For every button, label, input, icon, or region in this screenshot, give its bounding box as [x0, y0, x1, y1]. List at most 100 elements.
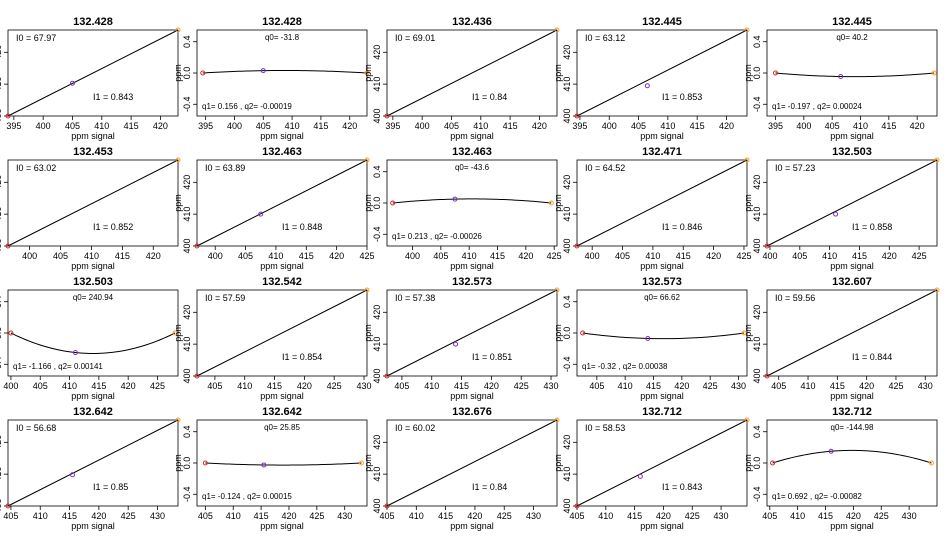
q-coeff-label: q1= 0.213 , q2= -0.00026: [392, 232, 482, 241]
y-axis-label: ppm: [173, 194, 183, 212]
y-tick-label: 420: [372, 45, 382, 60]
first-point: [574, 503, 580, 509]
x-tick-label: 425: [150, 381, 165, 391]
x-tick-label: 430: [731, 381, 746, 391]
x-tick-label: 405: [762, 511, 777, 521]
x-axis-label: ppm signal: [450, 391, 494, 401]
y-tick-label: -0.4: [0, 357, 3, 373]
x-tick-label: 400: [602, 121, 617, 131]
y-tick-label: -0.4: [182, 97, 192, 113]
first-point: [200, 70, 206, 76]
q-coeff-label: q1= -0.124 , q2= 0.00015: [202, 492, 292, 501]
q0-label: q0= -144.98: [831, 423, 874, 432]
x-axis-label: ppm signal: [830, 521, 874, 531]
y-tick-label: 400: [562, 238, 572, 253]
y-tick-label: 0.4: [182, 425, 192, 438]
x-tick-label: 425: [685, 511, 700, 521]
y-axis-label: ppm: [173, 454, 183, 472]
panel: 132.503 400 405 410 415 420 425 400 410 420 ppm si…: [743, 146, 940, 271]
x-tick-label: 405: [65, 121, 80, 131]
first-point: [773, 70, 778, 76]
y-tick-label: 0.0: [182, 67, 192, 80]
slope-label: I1 = 0.846: [662, 222, 702, 232]
panel-title: 132.642: [262, 406, 302, 418]
panel-title: 132.573: [452, 276, 492, 288]
x-tick-label: 410: [473, 121, 488, 131]
x-tick-label: 405: [771, 381, 786, 391]
x-tick-label: 420: [532, 121, 547, 131]
slope-label: I1 = 0.858: [852, 222, 892, 232]
x-tick-label: 425: [514, 381, 529, 391]
x-axis-label: ppm signal: [71, 391, 115, 401]
x-tick-label: 405: [615, 251, 630, 261]
y-tick-label: 400: [562, 498, 572, 513]
x-tick-label: 420: [882, 251, 897, 261]
first-point: [384, 113, 390, 119]
y-tick-label: 420: [372, 305, 382, 320]
intercept-label: I0 = 64.52: [585, 163, 625, 173]
panel: 132.445 395 400 405 410 415 420 -0.4 0.0 0.4 ppm s…: [743, 16, 938, 141]
slope-label: I1 = 0.848: [282, 222, 322, 232]
panel: 132.463 400 405 410 415 420 425 -0.4 0.0 0.4 ppm s…: [363, 146, 562, 271]
x-axis-label: ppm signal: [830, 261, 874, 271]
last-point: [744, 27, 750, 33]
panel: 132.573 405 410 415 420 425 430 -0.4 0.0 0.4 ppm s…: [553, 276, 748, 401]
first-point: [5, 503, 11, 509]
panel: 132.453 400 405 410 415 420 400 410 420 ppm signa…: [0, 146, 181, 271]
x-tick-label: 415: [313, 121, 328, 131]
x-tick-label: 420: [674, 381, 689, 391]
x-tick-label: 430: [150, 511, 165, 521]
plot-frame: [576, 419, 748, 507]
x-tick-label: 410: [462, 251, 477, 261]
x-tick-label: 430: [918, 381, 933, 391]
y-tick-label: 420: [0, 45, 3, 60]
intercept-label: I0 = 57.59: [205, 293, 245, 303]
x-tick-label: 405: [569, 511, 584, 521]
intercept-label: I0 = 58.53: [585, 423, 625, 433]
x-axis-label: ppm signal: [260, 521, 304, 531]
x-tick-label: 405: [53, 251, 68, 261]
last-point: [934, 287, 940, 293]
x-tick-label: 400: [22, 251, 37, 261]
y-axis-label: ppm: [743, 64, 753, 82]
x-axis-label: ppm signal: [71, 131, 115, 141]
q-coeff-label: q1= -0.32 , q2= 0.00038: [582, 362, 668, 371]
x-tick-label: 425: [874, 511, 889, 521]
x-tick-label: 415: [676, 251, 691, 261]
x-tick-label: 400: [405, 251, 420, 261]
fit-line: [196, 289, 368, 377]
x-tick-label: 425: [309, 511, 324, 521]
intercept-label: I0 = 63.89: [205, 163, 245, 173]
residual-curve: [582, 332, 745, 340]
residual-curve: [202, 69, 368, 74]
x-tick-label: 420: [467, 511, 482, 521]
x-tick-label: 410: [801, 381, 816, 391]
x-tick-label: 405: [433, 251, 448, 261]
slope-label: I1 = 0.84: [472, 482, 507, 492]
first-point: [194, 243, 200, 249]
y-tick-label: 420: [752, 305, 762, 320]
mid-point: [838, 74, 844, 80]
x-tick-label: 430: [714, 511, 729, 521]
intercept-label: I0 = 60.02: [395, 423, 435, 433]
x-tick-label: 415: [124, 121, 139, 131]
x-tick-label: 410: [853, 121, 868, 131]
plot-frame: [196, 159, 368, 247]
first-point: [8, 330, 14, 336]
x-axis-label: ppm signal: [450, 521, 494, 531]
y-tick-label: -0.4: [562, 357, 572, 373]
last-point: [364, 287, 370, 293]
x-tick-label: 400: [415, 121, 430, 131]
intercept-label: I0 = 67.97: [16, 33, 56, 43]
y-tick-label: 420: [0, 435, 3, 450]
first-point: [384, 373, 390, 379]
x-tick-label: 415: [438, 511, 453, 521]
fit-line: [7, 29, 179, 117]
panel-title: 132.712: [642, 406, 682, 418]
fit-line: [766, 289, 938, 377]
y-tick-label: 0.0: [752, 67, 762, 80]
q-coeff-label: q1= -0.197 , q2= 0.00024: [772, 102, 862, 111]
x-tick-label: 410: [598, 511, 613, 521]
